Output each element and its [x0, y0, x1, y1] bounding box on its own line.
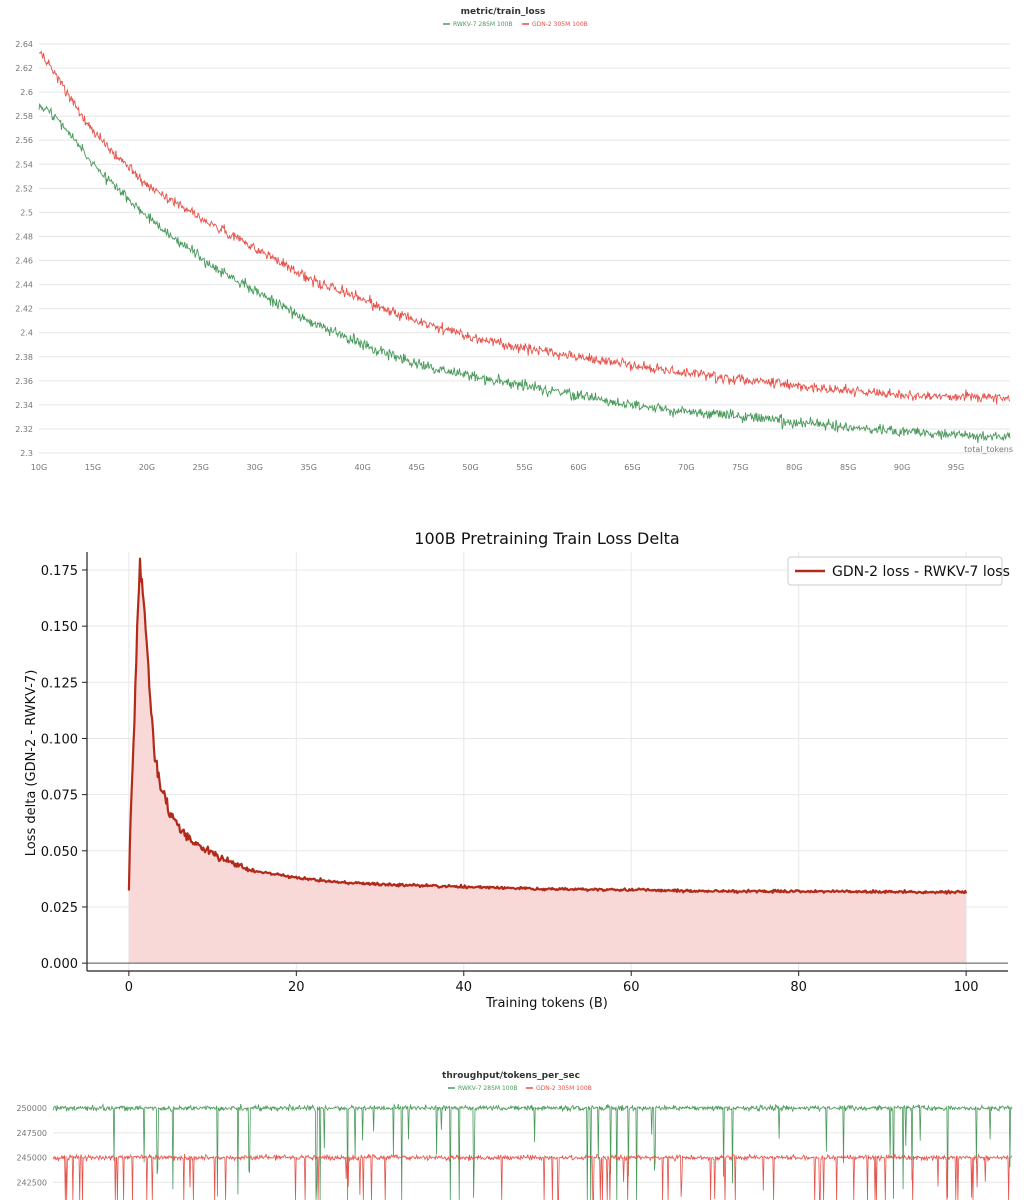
- y-tick-label: 2.3: [20, 449, 33, 458]
- x-tick-label: 45G: [408, 463, 424, 472]
- throughput-chart: throughput/tokens_per_sec RWKV-7 285M 10…: [0, 1060, 1031, 1200]
- x-tick-label: 0: [125, 980, 133, 995]
- y-tick-label: 2.62: [15, 64, 33, 73]
- x-tick-label: 20: [288, 980, 305, 995]
- y-tick-label: 0.125: [41, 676, 78, 691]
- x-tick-label: 15G: [85, 463, 101, 472]
- y-tick-label: 2.64: [15, 40, 33, 49]
- series-line: [52, 1103, 1013, 1200]
- y-tick-label: 2.34: [15, 401, 33, 410]
- x-tick-label: 65G: [624, 463, 640, 472]
- x-tick-label: 75G: [732, 463, 748, 472]
- legend-label: RWKV-7 285M 100B: [453, 21, 513, 28]
- y-tick-label: 0.000: [41, 957, 78, 972]
- y-tick-label: 2.52: [15, 184, 33, 193]
- y-tick-label: 247500: [16, 1129, 47, 1138]
- x-tick-label: 10G: [31, 463, 47, 472]
- y-tick-label: 0.075: [41, 789, 78, 804]
- y-tick-label: 2.56: [15, 136, 33, 145]
- delta-area: [128, 558, 967, 964]
- x-tick-label: 40: [455, 980, 472, 995]
- x-tick-label: 90G: [894, 463, 910, 472]
- x-tick-label: 55G: [516, 463, 532, 472]
- series-line: [52, 1153, 1013, 1200]
- x-tick-label: 50G: [462, 463, 478, 472]
- y-tick-label: 2.32: [15, 425, 33, 434]
- legend-label: GDN-2 305M 100B: [536, 1085, 592, 1092]
- legend: RWKV-7 285M 100B GDN-2 305M 100B: [443, 21, 588, 28]
- y-tick-label: 0.050: [41, 845, 78, 860]
- x-tick-label: 30G: [247, 463, 263, 472]
- y-tick-label: 0.100: [41, 732, 78, 747]
- y-tick-label: 245000: [16, 1154, 47, 1163]
- y-tick-label: 2.44: [15, 281, 33, 290]
- chart-title: metric/train_loss: [461, 7, 546, 17]
- y-axis-label: Loss delta (GDN-2 - RWKV-7): [24, 670, 39, 857]
- legend: GDN-2 loss - RWKV-7 loss: [787, 556, 1010, 586]
- chart-title: throughput/tokens_per_sec: [442, 1071, 580, 1081]
- series-line: [38, 49, 1011, 405]
- x-tick-label: 80: [790, 980, 807, 995]
- series-line: [38, 103, 1011, 444]
- loss-delta-chart: 100B Pretraining Train Loss Delta 0 20 40 6…: [0, 520, 1031, 1020]
- train-loss-plot: metric/train_loss RWKV-7 285M 100B GDN-2 …: [15, 7, 1013, 472]
- y-tick-label: 2.6: [20, 88, 33, 97]
- y-tick-label: 2.42: [15, 305, 33, 314]
- x-tick-label: 60G: [570, 463, 586, 472]
- y-tick-label: 250000: [16, 1104, 47, 1113]
- x-tick-label: 35G: [301, 463, 317, 472]
- y-tick-label: 2.48: [15, 232, 33, 241]
- chart-title: 100B Pretraining Train Loss Delta: [414, 529, 679, 548]
- x-tick-label: 60: [623, 980, 640, 995]
- y-tick-label: 2.4: [20, 329, 33, 338]
- y-tick-label: 2.38: [15, 353, 33, 362]
- x-tick-label: 20G: [139, 463, 155, 472]
- loss-delta-plot: 100B Pretraining Train Loss Delta 0 20 40 6…: [24, 529, 1010, 1011]
- train-loss-chart: metric/train_loss RWKV-7 285M 100B GDN-2 …: [0, 0, 1031, 500]
- y-tick-label: 0.025: [41, 901, 78, 916]
- throughput-plot: throughput/tokens_per_sec RWKV-7 285M 10…: [16, 1071, 1013, 1200]
- x-tick-label: 85G: [840, 463, 856, 472]
- x-tick-label: 80G: [786, 463, 802, 472]
- x-tick-label: 95G: [948, 463, 964, 472]
- x-tick-label: 70G: [678, 463, 694, 472]
- legend-box: [787, 556, 1003, 586]
- x-axis-label: total_tokens: [964, 445, 1013, 454]
- y-tick-label: 2.46: [15, 257, 33, 266]
- x-tick-label: 25G: [193, 463, 209, 472]
- y-tick-label: 242500: [16, 1178, 47, 1187]
- y-tick-label: 2.5: [20, 208, 33, 217]
- y-tick-label: 2.58: [15, 112, 33, 121]
- legend-label: GDN-2 305M 100B: [532, 21, 588, 28]
- legend-label: RWKV-7 285M 100B: [458, 1085, 518, 1092]
- x-tick-label: 100: [954, 980, 979, 995]
- legend: RWKV-7 285M 100B GDN-2 305M 100B: [448, 1085, 592, 1092]
- legend-label: GDN-2 loss - RWKV-7 loss: [832, 564, 1010, 580]
- x-axis-label: Training tokens (B): [485, 996, 608, 1011]
- delta-line: [127, 557, 968, 895]
- y-tick-label: 0.150: [41, 620, 78, 635]
- y-tick-label: 0.175: [41, 564, 78, 579]
- y-tick-label: 2.36: [15, 377, 33, 386]
- x-tick-label: 40G: [354, 463, 370, 472]
- y-tick-label: 2.54: [15, 160, 33, 169]
